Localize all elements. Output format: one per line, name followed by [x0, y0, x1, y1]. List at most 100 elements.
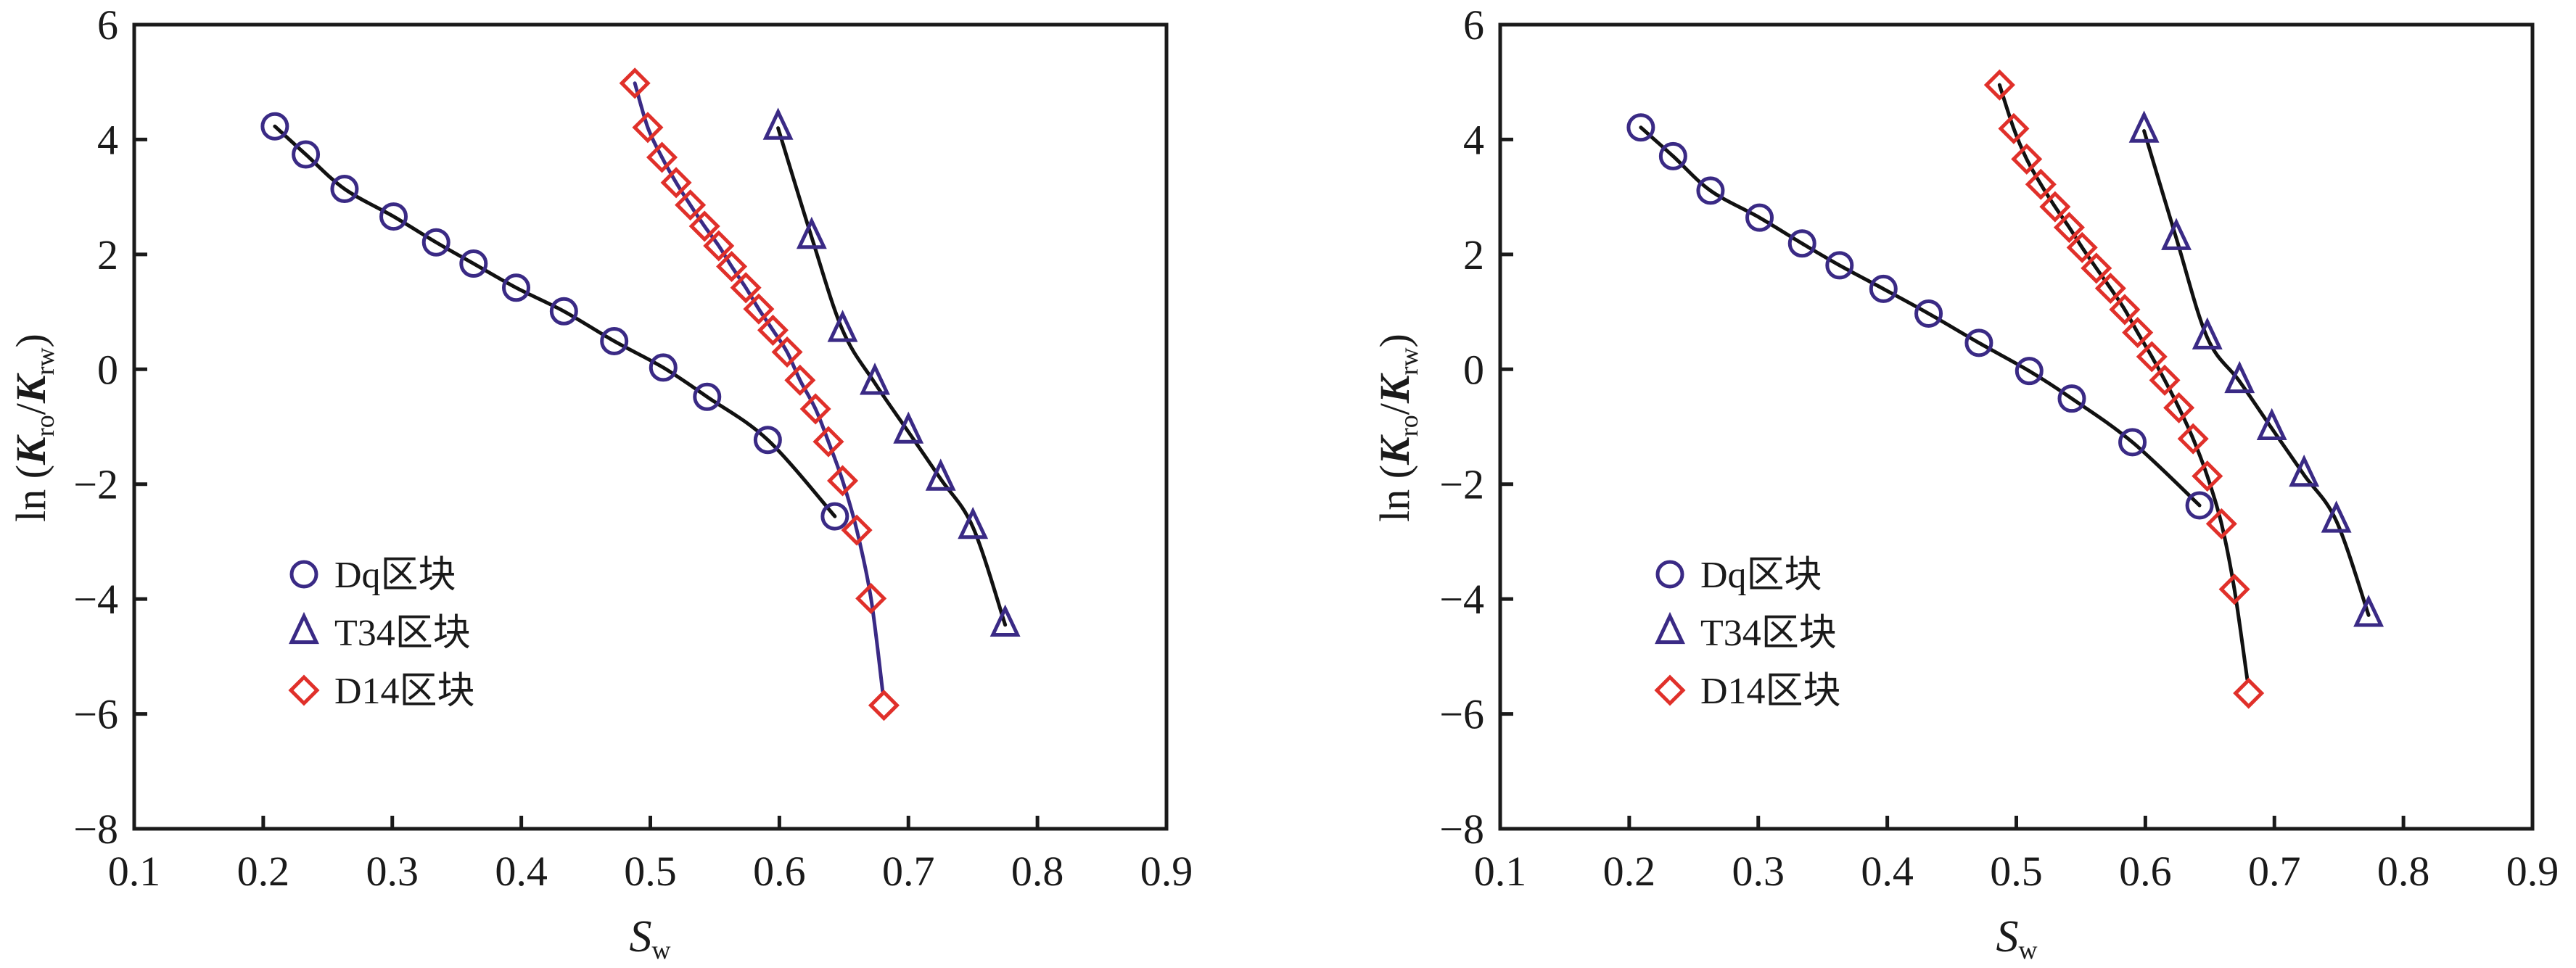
y-axis-title: ln (Kro/Krw): [1371, 334, 1423, 522]
y-axis-title-slash: /: [1371, 402, 1418, 415]
legend: Dq区块 T34区块 D14区块: [288, 555, 475, 712]
dq-marker: [2015, 357, 2044, 386]
dq-marker: [1626, 113, 1655, 142]
d14-marker: [2039, 191, 2071, 223]
d14-marker: [743, 293, 775, 325]
dq-fit-line: [1639, 125, 2202, 508]
x-tick-label: 0.8: [2377, 848, 2430, 895]
d14-marker: [757, 314, 789, 346]
x-tick-label: 0.3: [1732, 848, 1785, 895]
t34-fit-line: [776, 126, 1008, 627]
d14-marker: [812, 426, 844, 458]
right-chart-panel: ln (Kro/Krw) Sw 0.1 0.2 0.3 0.4 0.5 0.6 0.7 0.8…: [1371, 1, 2559, 964]
x-axis-title-sub: w: [652, 935, 671, 964]
dq-marker: [421, 228, 450, 257]
legend-label-d14: D14区块: [334, 671, 475, 712]
d14-marker: [1983, 69, 2015, 101]
t34-marker: [2128, 110, 2160, 143]
d14-marker: [2053, 212, 2085, 244]
t34-marker: [2353, 595, 2384, 627]
legend-label-d14: D14区块: [1700, 671, 1841, 712]
d14-marker: [799, 393, 831, 425]
y-axis-title-k2-sub: rw: [1394, 347, 1423, 375]
t34-marker: [2161, 218, 2192, 250]
x-tick-label: 0.2: [1603, 848, 1656, 895]
y-tick-label: 2: [97, 231, 118, 278]
y-axis-title-k2-sub: rw: [30, 347, 59, 375]
d14-marker: [675, 189, 707, 221]
legend-item-t34: T34区块: [289, 611, 471, 654]
x-tick-label: 0.5: [624, 848, 677, 895]
x-axis-title: Sw: [1996, 912, 2038, 964]
dq-marker: [1696, 176, 1725, 205]
dq-marker: [2185, 491, 2214, 520]
d14-marker: [2066, 231, 2098, 263]
t34-marker: [2256, 408, 2287, 441]
dq-marker: [292, 140, 321, 169]
legend-dq-marker: [1655, 560, 1684, 589]
t34-marker: [958, 506, 989, 539]
x-tick-label: 0.7: [2248, 848, 2301, 895]
d14-marker: [646, 141, 678, 173]
t34-marker: [827, 310, 858, 342]
legend-label-dq: Dq区块: [334, 555, 456, 596]
t34-marker: [796, 216, 827, 249]
d14-marker: [632, 112, 664, 144]
y-tick-label: 0: [97, 346, 118, 393]
left-chart-panel: ln (Kro/Krw) Sw 0.1 0.2 0.3 0.4 0.5 0.6 0.7 0.8…: [7, 1, 1193, 964]
t34-marker: [2289, 454, 2320, 487]
dq-marker: [1914, 299, 1943, 328]
t34-marker: [925, 458, 956, 491]
d14-marker: [2025, 168, 2057, 200]
x-tick-label: 0.3: [366, 848, 419, 895]
dq-marker: [1869, 274, 1898, 303]
dq-fit-line: [273, 124, 837, 518]
y-tick-label: −8: [1439, 806, 1484, 853]
y-axis-title-k1: K: [1371, 434, 1418, 466]
x-tick-label: 0.9: [1140, 848, 1193, 895]
y-tick-label: −6: [73, 691, 118, 738]
t34-fit-line: [2142, 129, 2371, 617]
plot-frame: [132, 22, 1169, 831]
legend-d14-marker: [288, 674, 320, 706]
x-axis-title-sub: w: [2019, 935, 2038, 964]
y-tick-label: −2: [73, 461, 118, 508]
d14-marker: [688, 210, 720, 242]
x-axis-title: Sw: [630, 912, 671, 964]
dq-marker: [1964, 328, 1993, 357]
d14-marker: [2094, 273, 2126, 305]
x-tick-label: 0.1: [1474, 848, 1527, 895]
dq-marker: [1825, 251, 1854, 280]
legend-item-t34: T34区块: [1655, 611, 1837, 654]
y-axis-title-prefix: ln (: [7, 465, 54, 522]
legend-t34-marker: [289, 611, 319, 645]
y-axis-title-k1: K: [7, 434, 54, 466]
legend-item-d14: D14区块: [1654, 671, 1841, 712]
dq-marker: [753, 426, 782, 455]
d14-marker: [2109, 294, 2141, 326]
dq-marker: [549, 297, 578, 326]
d14-marker: [2192, 460, 2223, 492]
d14-marker: [2122, 317, 2154, 349]
y-tick-label: 6: [1463, 1, 1484, 49]
y-axis-title-k2: K: [7, 373, 54, 404]
d14-marker: [2177, 423, 2209, 455]
x-axis-title-main: S: [630, 912, 652, 961]
d14-marker: [2205, 508, 2237, 539]
dq-marker: [2118, 428, 2147, 457]
legend-item-d14: D14区块: [288, 671, 475, 712]
y-tick-label: 6: [97, 1, 118, 49]
d14-marker: [855, 582, 887, 614]
x-tick-label: 0.6: [2119, 848, 2172, 895]
y-tick-label: −4: [73, 576, 118, 623]
dq-marker: [502, 273, 531, 302]
x-tick-label: 0.5: [1990, 848, 2043, 895]
x-tick-label: 0.4: [495, 848, 548, 895]
y-axis-title-k1-sub: ro: [1394, 415, 1423, 437]
d14-marker: [730, 272, 762, 304]
x-tick-label: 0.8: [1011, 848, 1064, 895]
y-axis-title-suffix: ): [1371, 334, 1418, 347]
y-tick-label: 4: [97, 116, 118, 163]
d14-marker: [2218, 574, 2250, 605]
